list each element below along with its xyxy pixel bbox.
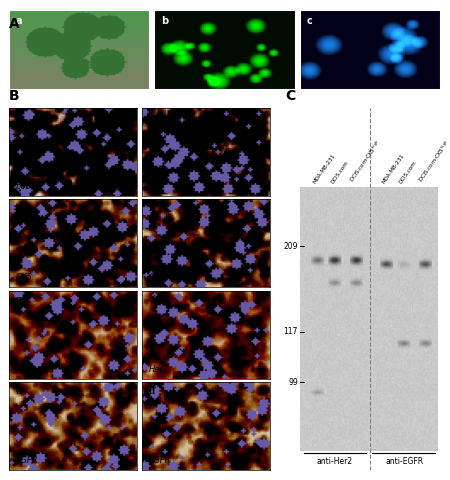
Text: 117: 117 <box>284 327 298 336</box>
Text: a′: a′ <box>148 112 157 121</box>
Text: anti-Her2: anti-Her2 <box>317 457 353 466</box>
Text: c: c <box>307 16 313 26</box>
Text: b: b <box>162 16 169 26</box>
Text: MDA-MB-231: MDA-MB-231 <box>313 153 337 184</box>
Text: anti-EGFR: anti-EGFR <box>385 457 423 466</box>
Text: 99: 99 <box>288 378 298 386</box>
Text: EGFR: EGFR <box>148 456 171 465</box>
Text: d′: d′ <box>148 387 157 396</box>
Text: C: C <box>286 89 296 103</box>
Text: c′: c′ <box>148 295 157 304</box>
Text: a: a <box>16 16 22 26</box>
Text: Her2: Her2 <box>15 365 36 373</box>
Text: MDA-MB-231: MDA-MB-231 <box>381 153 405 184</box>
Text: DCIS.com-CK5$^{high}$: DCIS.com-CK5$^{high}$ <box>348 138 384 184</box>
Text: b′: b′ <box>148 204 157 213</box>
Text: A: A <box>9 17 20 31</box>
Text: c: c <box>15 295 21 304</box>
Text: DCIS.com: DCIS.com <box>398 159 418 184</box>
Text: EGFR: EGFR <box>15 456 38 465</box>
Text: CK5: CK5 <box>15 273 32 282</box>
Text: B: B <box>9 89 20 103</box>
Text: CK5: CK5 <box>148 273 165 282</box>
Text: p63: p63 <box>15 181 32 191</box>
Text: p63: p63 <box>148 181 165 191</box>
Text: a: a <box>15 112 21 121</box>
Text: DCIS.com-CK5$^{high}$: DCIS.com-CK5$^{high}$ <box>416 138 450 184</box>
Text: d: d <box>15 387 22 396</box>
Text: b: b <box>15 204 22 213</box>
Text: DCIS.com: DCIS.com <box>330 159 349 184</box>
Text: Her2: Her2 <box>148 365 169 373</box>
Text: 209: 209 <box>284 242 298 251</box>
